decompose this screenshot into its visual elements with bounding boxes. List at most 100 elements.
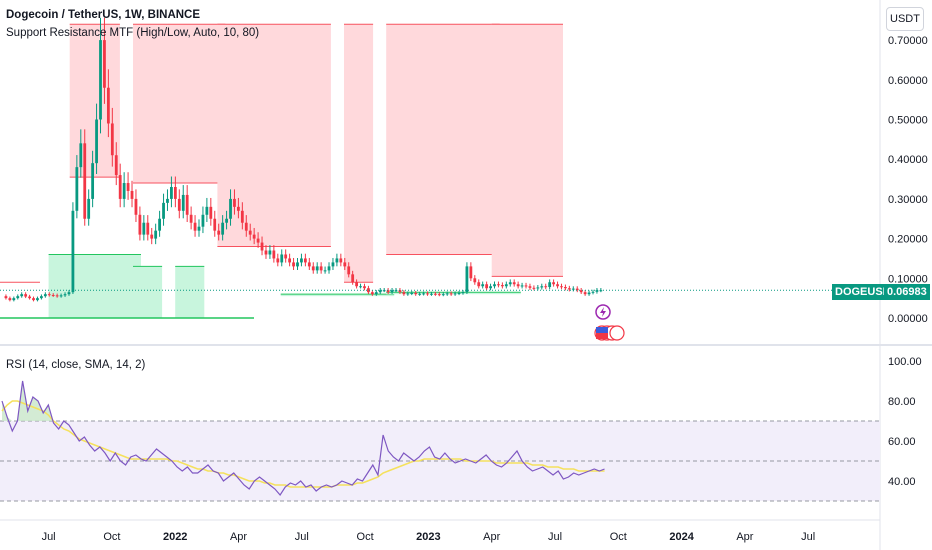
candle-body [252, 234, 256, 239]
candle-body [272, 250, 276, 259]
candle-body [134, 198, 138, 215]
candle-body [374, 292, 378, 295]
time-tick-label: Jul [548, 531, 562, 543]
currency-button[interactable]: USDT [886, 7, 924, 31]
candle-body [343, 262, 347, 267]
candle-body [146, 222, 150, 235]
candle-body [130, 190, 134, 199]
candle-body [319, 266, 323, 271]
candle-body [335, 258, 339, 263]
lightning-glyph [600, 307, 606, 317]
price-tick-label: 0.50000 [888, 115, 928, 127]
resistance-zone-1 [133, 24, 226, 184]
candle-body [280, 254, 284, 263]
candle-body [347, 266, 351, 275]
support-zone-2 [175, 266, 205, 318]
candle-body [457, 292, 461, 294]
candle-body [363, 286, 366, 289]
candle-body [248, 230, 252, 235]
candle-body [40, 296, 43, 299]
candle-body [79, 143, 83, 168]
candle-body [244, 222, 248, 231]
time-tick-label: Oct [357, 531, 374, 543]
time-tick-label: 2023 [416, 531, 440, 543]
candle-body [410, 292, 414, 294]
candle-body [355, 282, 358, 287]
candle-body [51, 294, 55, 296]
candle-body [564, 287, 567, 289]
rsi-tick-label: 100.00 [888, 356, 922, 368]
time-tick-label: 2022 [163, 531, 187, 543]
candle-body [516, 284, 520, 287]
candle-body [91, 163, 95, 199]
candle-body [217, 230, 221, 235]
candle-body [205, 206, 209, 215]
candle-body [142, 222, 146, 235]
chart-title: Dogecoin / TetherUS, 1W, BINANCE [6, 9, 201, 21]
candle-body [264, 250, 268, 255]
candle-body [138, 214, 142, 235]
candle-body [469, 266, 473, 279]
time-tick-label: Oct [610, 531, 627, 543]
candle-body [201, 214, 205, 227]
candle-body [524, 285, 528, 287]
candle-body [260, 242, 264, 251]
candle-body [173, 186, 177, 199]
candle-body [571, 288, 575, 290]
candle-body [327, 266, 331, 271]
candle-body [544, 286, 548, 288]
time-tick-label: Apr [736, 531, 753, 543]
rsi-tick-label: 80.00 [888, 396, 916, 408]
candle-body [567, 288, 571, 290]
candle-body [560, 286, 563, 288]
candle-body [95, 119, 98, 164]
candle-body [390, 290, 394, 293]
candle-body [122, 183, 126, 199]
candle-body [426, 293, 429, 295]
rsi-axis[interactable]: 40.00 60.00 80.00 100.00 [888, 356, 922, 488]
support-zone-4 [386, 292, 521, 295]
resistance-zone-5 [491, 24, 563, 277]
candle-body [4, 296, 8, 299]
candle-body [311, 266, 315, 271]
candle-body [118, 175, 122, 199]
candle-body [28, 296, 31, 299]
candle-body [453, 293, 457, 295]
time-axis[interactable]: AprJulOct2022AprJulOct2023AprJulOct2024A… [0, 531, 816, 543]
candle-body [71, 210, 75, 293]
candle-body [292, 262, 295, 267]
candle-body [331, 262, 335, 267]
candle-body [441, 294, 445, 296]
price-tick-label: 0.00000 [888, 313, 928, 325]
candle-body [24, 294, 28, 297]
price-axis[interactable]: 0.00000 0.10000 0.20000 0.30000 0.40000 0.500… [888, 35, 928, 325]
price-tick-label: 0.40000 [888, 154, 928, 166]
candle-body [449, 293, 453, 295]
candle-body [237, 206, 240, 211]
support-zone-1 [133, 266, 163, 318]
candle-body [398, 290, 402, 293]
candle-body [422, 293, 425, 295]
candle-body [540, 286, 544, 288]
price-tick-label: 0.30000 [888, 194, 928, 206]
candle-body [8, 298, 12, 301]
candle-body [378, 290, 382, 293]
last-price-tag: 0.06983 [884, 284, 930, 300]
rsi-overbought-fill [2, 381, 605, 421]
candle-body [162, 202, 165, 219]
candle-body [87, 198, 91, 219]
candle-body [402, 292, 406, 295]
candle-body [256, 238, 260, 243]
candle-body [233, 198, 236, 207]
price-tick-label: 0.70000 [888, 35, 928, 47]
candle-body [359, 286, 362, 288]
candle-body [47, 294, 51, 296]
candle-body [158, 218, 161, 231]
candle-body [583, 292, 587, 295]
rsi-line [1, 380, 605, 497]
candle-body [83, 143, 87, 219]
time-tick-label: Jul [295, 531, 309, 543]
candle-body [481, 284, 485, 287]
